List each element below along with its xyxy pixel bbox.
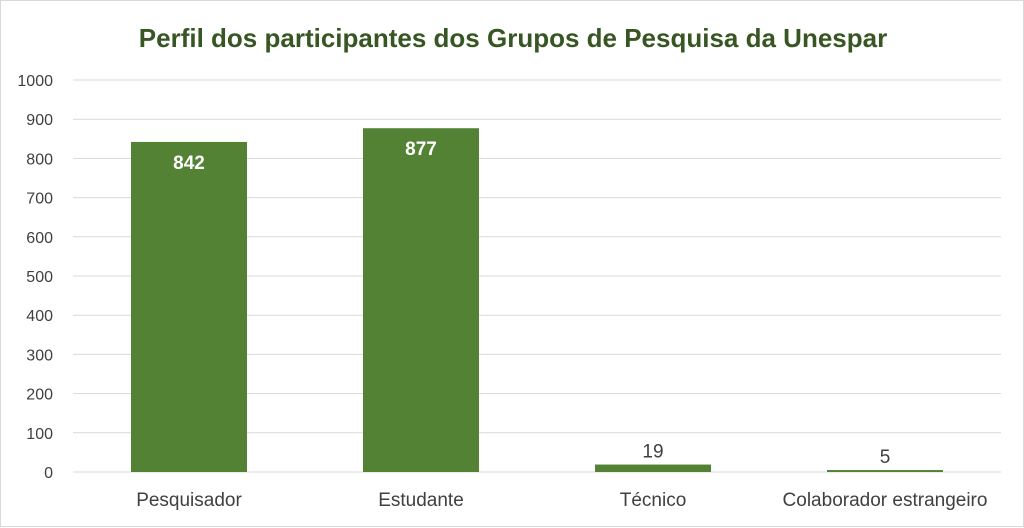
x-category-label: Estudante: [378, 490, 464, 511]
y-tick-label: 400: [26, 308, 53, 325]
y-tick-label: 300: [26, 347, 53, 364]
y-axis-ticks: 0 100 200 300 400 500 600 700 800 900 1000: [17, 73, 53, 482]
bar: [827, 470, 943, 472]
bar: [595, 464, 711, 472]
bar: [131, 141, 247, 472]
x-category-label: Colaborador estrangeiro: [783, 490, 988, 511]
data-label: 5: [880, 447, 891, 468]
y-tick-label: 500: [26, 269, 53, 286]
y-tick-label: 600: [26, 230, 53, 247]
chart-title: Perfil dos participantes dos Grupos de P…: [139, 23, 887, 53]
y-tick-label: 0: [44, 465, 53, 482]
data-labels: 842 877 19 5: [173, 139, 890, 468]
x-category-label: Técnico: [620, 490, 687, 511]
data-label: 877: [405, 139, 437, 160]
bars: [131, 128, 943, 472]
y-tick-label: 900: [26, 112, 53, 129]
x-category-label: Pesquisador: [136, 490, 242, 511]
y-tick-label: 700: [26, 191, 53, 208]
data-label: 19: [642, 442, 663, 463]
y-tick-label: 100: [26, 426, 53, 443]
bar: [363, 128, 479, 472]
x-axis-categories: Pesquisador Estudante Técnico Colaborador e…: [136, 490, 987, 511]
data-label: 842: [173, 153, 205, 174]
y-tick-label: 200: [26, 387, 53, 404]
y-tick-label: 800: [26, 151, 53, 168]
y-tick-label: 1000: [17, 73, 53, 90]
